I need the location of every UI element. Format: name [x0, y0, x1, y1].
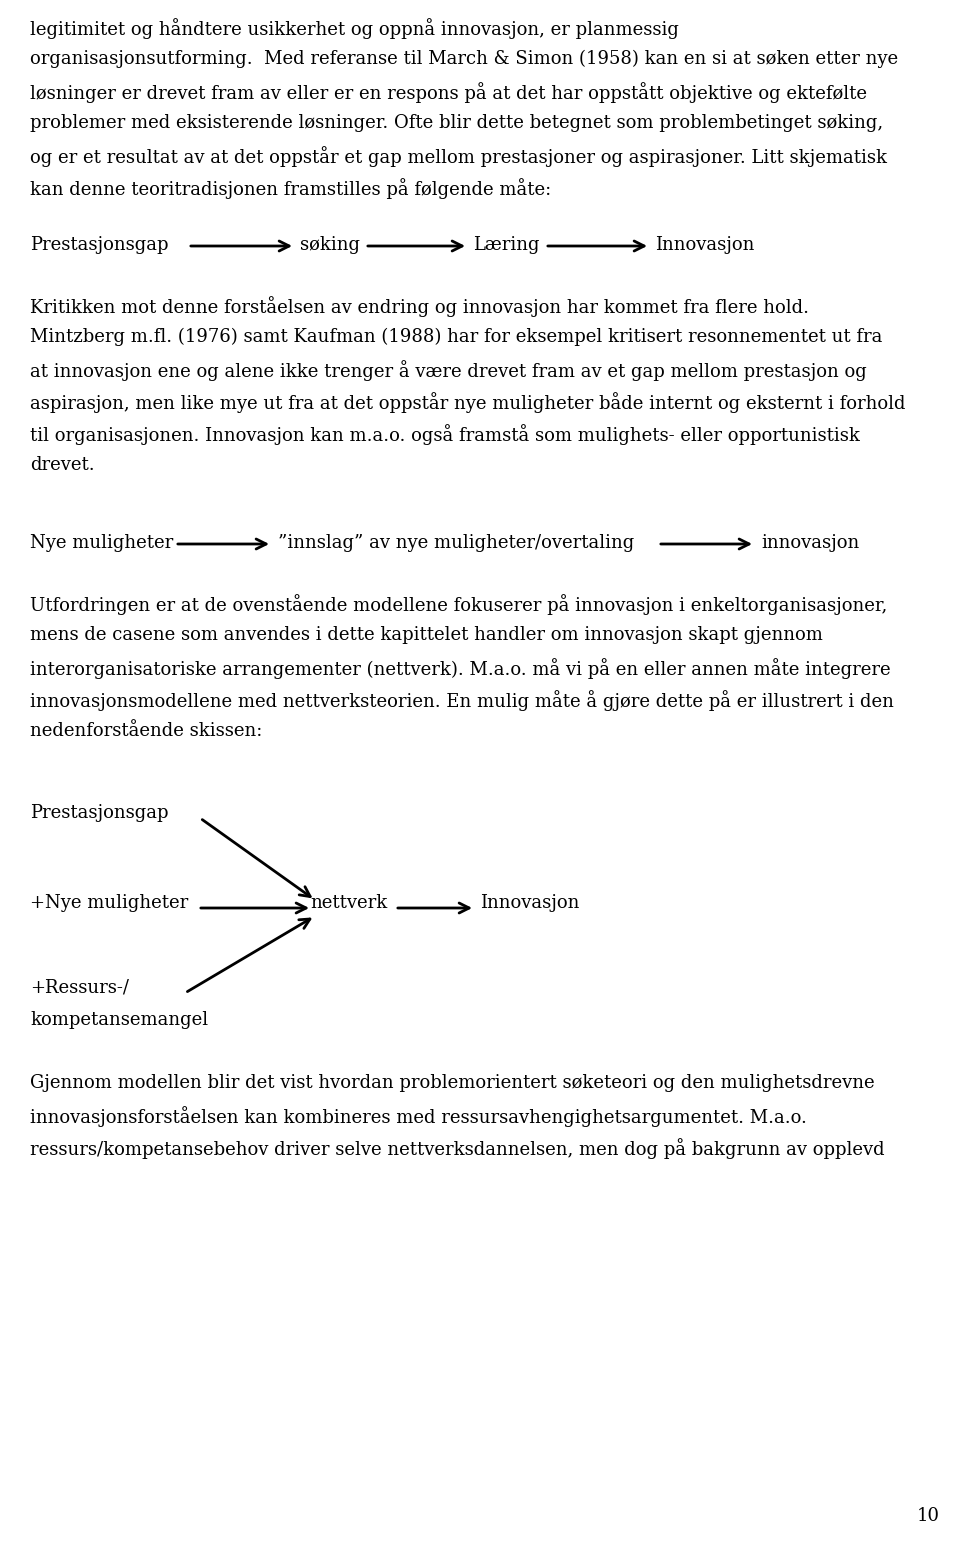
Text: problemer med eksisterende løsninger. Ofte blir dette betegnet som problembeting: problemer med eksisterende løsninger. Of…: [30, 114, 883, 133]
Text: at innovasjon ene og alene ikke trenger å være drevet fram av et gap mellom pres: at innovasjon ene og alene ikke trenger …: [30, 360, 867, 381]
Text: +Nye muligheter: +Nye muligheter: [30, 893, 188, 912]
Text: løsninger er drevet fram av eller er en respons på at det har oppstått objektive: løsninger er drevet fram av eller er en …: [30, 82, 867, 103]
Text: organisasjonsutforming.  Med referanse til March & Simon (1958) kan en si at søk: organisasjonsutforming. Med referanse ti…: [30, 49, 899, 68]
Text: Utfordringen er at de ovenstående modellene fokuserer på innovasjon i enkeltorga: Utfordringen er at de ovenstående modell…: [30, 594, 887, 616]
Text: interorganisatoriske arrangementer (nettverk). M.a.o. må vi på en eller annen må: interorganisatoriske arrangementer (nett…: [30, 657, 891, 679]
Text: +Ressurs-/: +Ressurs-/: [30, 978, 129, 997]
Text: til organisasjonen. Innovasjon kan m.a.o. også framstå som mulighets- eller oppo: til organisasjonen. Innovasjon kan m.a.o…: [30, 424, 860, 444]
Text: Kritikken mot denne forståelsen av endring og innovasjon har kommet fra flere ho: Kritikken mot denne forståelsen av endri…: [30, 296, 809, 316]
Text: ”innslag” av nye muligheter/overtaling: ”innslag” av nye muligheter/overtaling: [278, 534, 635, 552]
Text: innovasjon: innovasjon: [761, 534, 859, 552]
Text: Nye muligheter: Nye muligheter: [30, 534, 173, 552]
Text: Innovasjon: Innovasjon: [480, 893, 580, 912]
Text: nettverk: nettverk: [310, 893, 387, 912]
Text: nedenforstående skissen:: nedenforstående skissen:: [30, 722, 262, 741]
Text: søking: søking: [300, 236, 360, 255]
Text: ressurs/kompetansebehov driver selve nettverksdannelsen, men dog på bakgrunn av : ressurs/kompetansebehov driver selve net…: [30, 1139, 884, 1159]
Text: Prestasjonsgap: Prestasjonsgap: [30, 236, 169, 255]
Text: 10: 10: [917, 1508, 940, 1524]
Text: innovasjonsforståelsen kan kombineres med ressursavhengighetsargumentet. M.a.o.: innovasjonsforståelsen kan kombineres me…: [30, 1106, 806, 1126]
Text: kan denne teoritradisjonen framstilles på følgende måte:: kan denne teoritradisjonen framstilles p…: [30, 177, 551, 199]
Text: kompetansemangel: kompetansemangel: [30, 1011, 208, 1029]
Text: legitimitet og håndtere usikkerhet og oppnå innovasjon, er planmessig: legitimitet og håndtere usikkerhet og op…: [30, 19, 679, 39]
Text: Innovasjon: Innovasjon: [655, 236, 755, 255]
Text: og er et resultat av at det oppstår et gap mellom prestasjoner og aspirasjoner. : og er et resultat av at det oppstår et g…: [30, 147, 887, 167]
Text: drevet.: drevet.: [30, 457, 95, 474]
Text: Læring: Læring: [473, 236, 540, 255]
Text: Gjennom modellen blir det vist hvordan problemorientert søketeori og den mulighe: Gjennom modellen blir det vist hvordan p…: [30, 1074, 875, 1092]
Text: mens de casene som anvendes i dette kapittelet handler om innovasjon skapt gjenn: mens de casene som anvendes i dette kapi…: [30, 626, 823, 643]
Text: aspirasjon, men like mye ut fra at det oppstår nye muligheter både internt og ek: aspirasjon, men like mye ut fra at det o…: [30, 392, 905, 414]
Text: Prestasjonsgap: Prestasjonsgap: [30, 804, 169, 822]
Text: innovasjonsmodellene med nettverksteorien. En mulig måte å gjøre dette på er ill: innovasjonsmodellene med nettverksteorie…: [30, 690, 894, 711]
Text: Mintzberg m.fl. (1976) samt Kaufman (1988) har for eksempel kritisert resonnemen: Mintzberg m.fl. (1976) samt Kaufman (198…: [30, 329, 882, 346]
